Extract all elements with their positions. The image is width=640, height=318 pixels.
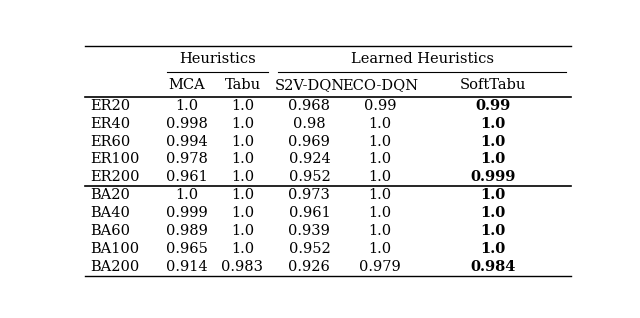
Text: 1.0: 1.0 (231, 206, 254, 220)
Text: BA100: BA100 (90, 242, 139, 256)
Text: 1.0: 1.0 (369, 135, 392, 149)
Text: Heuristics: Heuristics (179, 52, 256, 66)
Text: 0.926: 0.926 (289, 260, 330, 274)
Text: 0.98: 0.98 (293, 117, 326, 131)
Text: S2V-DQN: S2V-DQN (275, 78, 344, 92)
Text: 0.961: 0.961 (289, 206, 330, 220)
Text: 1.0: 1.0 (369, 170, 392, 184)
Text: SoftTabu: SoftTabu (460, 78, 526, 92)
Text: 1.0: 1.0 (480, 188, 506, 202)
Text: 1.0: 1.0 (480, 242, 506, 256)
Text: 1.0: 1.0 (369, 206, 392, 220)
Text: 0.973: 0.973 (289, 188, 330, 202)
Text: 0.969: 0.969 (289, 135, 330, 149)
Text: MCA: MCA (168, 78, 205, 92)
Text: ER20: ER20 (90, 99, 130, 113)
Text: 0.965: 0.965 (166, 242, 207, 256)
Text: 1.0: 1.0 (480, 135, 506, 149)
Text: 1.0: 1.0 (480, 117, 506, 131)
Text: 0.99: 0.99 (476, 99, 511, 113)
Text: 1.0: 1.0 (231, 224, 254, 238)
Text: ER100: ER100 (90, 153, 140, 167)
Text: 1.0: 1.0 (231, 153, 254, 167)
Text: 0.99: 0.99 (364, 99, 396, 113)
Text: ER60: ER60 (90, 135, 130, 149)
Text: 0.939: 0.939 (289, 224, 330, 238)
Text: 1.0: 1.0 (231, 99, 254, 113)
Text: 0.999: 0.999 (166, 206, 207, 220)
Text: BA200: BA200 (90, 260, 139, 274)
Text: 1.0: 1.0 (480, 206, 506, 220)
Text: 1.0: 1.0 (369, 117, 392, 131)
Text: 1.0: 1.0 (480, 224, 506, 238)
Text: 1.0: 1.0 (231, 242, 254, 256)
Text: 1.0: 1.0 (480, 153, 506, 167)
Text: BA20: BA20 (90, 188, 130, 202)
Text: 0.994: 0.994 (166, 135, 207, 149)
Text: ER200: ER200 (90, 170, 140, 184)
Text: 0.999: 0.999 (470, 170, 516, 184)
Text: 0.979: 0.979 (359, 260, 401, 274)
Text: 0.924: 0.924 (289, 153, 330, 167)
Text: ECO-DQN: ECO-DQN (342, 78, 418, 92)
Text: 1.0: 1.0 (231, 135, 254, 149)
Text: 1.0: 1.0 (231, 170, 254, 184)
Text: 0.989: 0.989 (166, 224, 207, 238)
Text: 0.952: 0.952 (289, 242, 330, 256)
Text: Learned Heuristics: Learned Heuristics (351, 52, 493, 66)
Text: 0.978: 0.978 (166, 153, 207, 167)
Text: 0.983: 0.983 (221, 260, 264, 274)
Text: 1.0: 1.0 (369, 224, 392, 238)
Text: 0.998: 0.998 (166, 117, 207, 131)
Text: 1.0: 1.0 (231, 117, 254, 131)
Text: 1.0: 1.0 (369, 153, 392, 167)
Text: BA60: BA60 (90, 224, 130, 238)
Text: 1.0: 1.0 (175, 99, 198, 113)
Text: Tabu: Tabu (225, 78, 260, 92)
Text: ER40: ER40 (90, 117, 130, 131)
Text: 0.984: 0.984 (470, 260, 516, 274)
Text: 1.0: 1.0 (231, 188, 254, 202)
Text: 1.0: 1.0 (369, 188, 392, 202)
Text: 0.961: 0.961 (166, 170, 207, 184)
Text: 1.0: 1.0 (175, 188, 198, 202)
Text: 0.968: 0.968 (289, 99, 330, 113)
Text: BA40: BA40 (90, 206, 130, 220)
Text: 0.952: 0.952 (289, 170, 330, 184)
Text: 1.0: 1.0 (369, 242, 392, 256)
Text: 0.914: 0.914 (166, 260, 207, 274)
